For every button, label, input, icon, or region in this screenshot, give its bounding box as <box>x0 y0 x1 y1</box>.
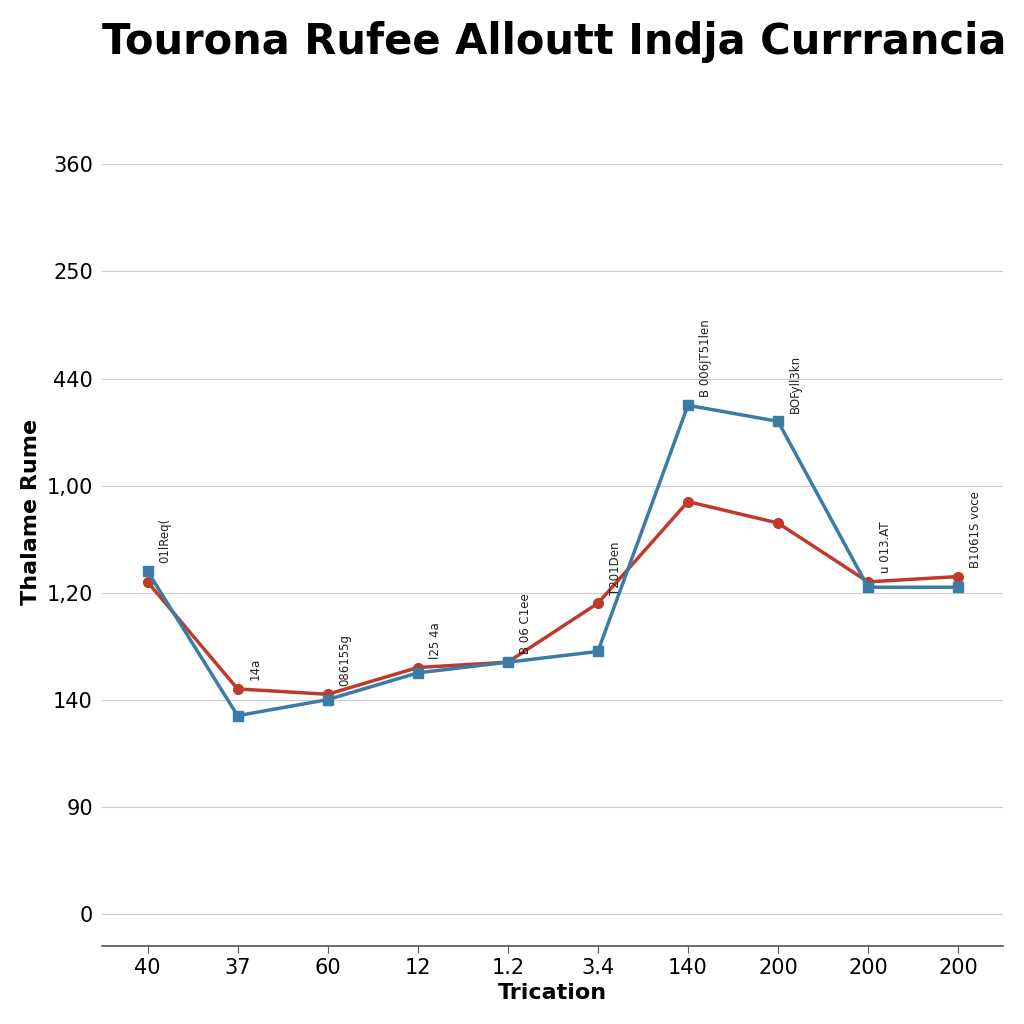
Text: B 06 C1ee: B 06 C1ee <box>518 593 531 653</box>
Text: 086155g: 086155g <box>339 634 351 686</box>
Text: BOFyll3kn: BOFyll3kn <box>788 354 802 413</box>
Text: B1061S voce: B1061S voce <box>969 492 982 568</box>
X-axis label: Trication: Trication <box>499 983 607 1004</box>
Text: 01lReq(: 01lReq( <box>159 517 171 562</box>
Text: Tourona Rufee Alloutt Indja Currrancia: Tourona Rufee Alloutt Indja Currrancia <box>102 20 1007 62</box>
Text: l25 4a: l25 4a <box>428 623 441 659</box>
Text: u 013.AT: u 013.AT <box>879 521 892 573</box>
Y-axis label: Thalame Rume: Thalame Rume <box>20 419 41 605</box>
Text: T201Den: T201Den <box>608 542 622 595</box>
Text: B 006JT51len: B 006JT51len <box>698 318 712 396</box>
Text: 14a: 14a <box>249 658 261 680</box>
